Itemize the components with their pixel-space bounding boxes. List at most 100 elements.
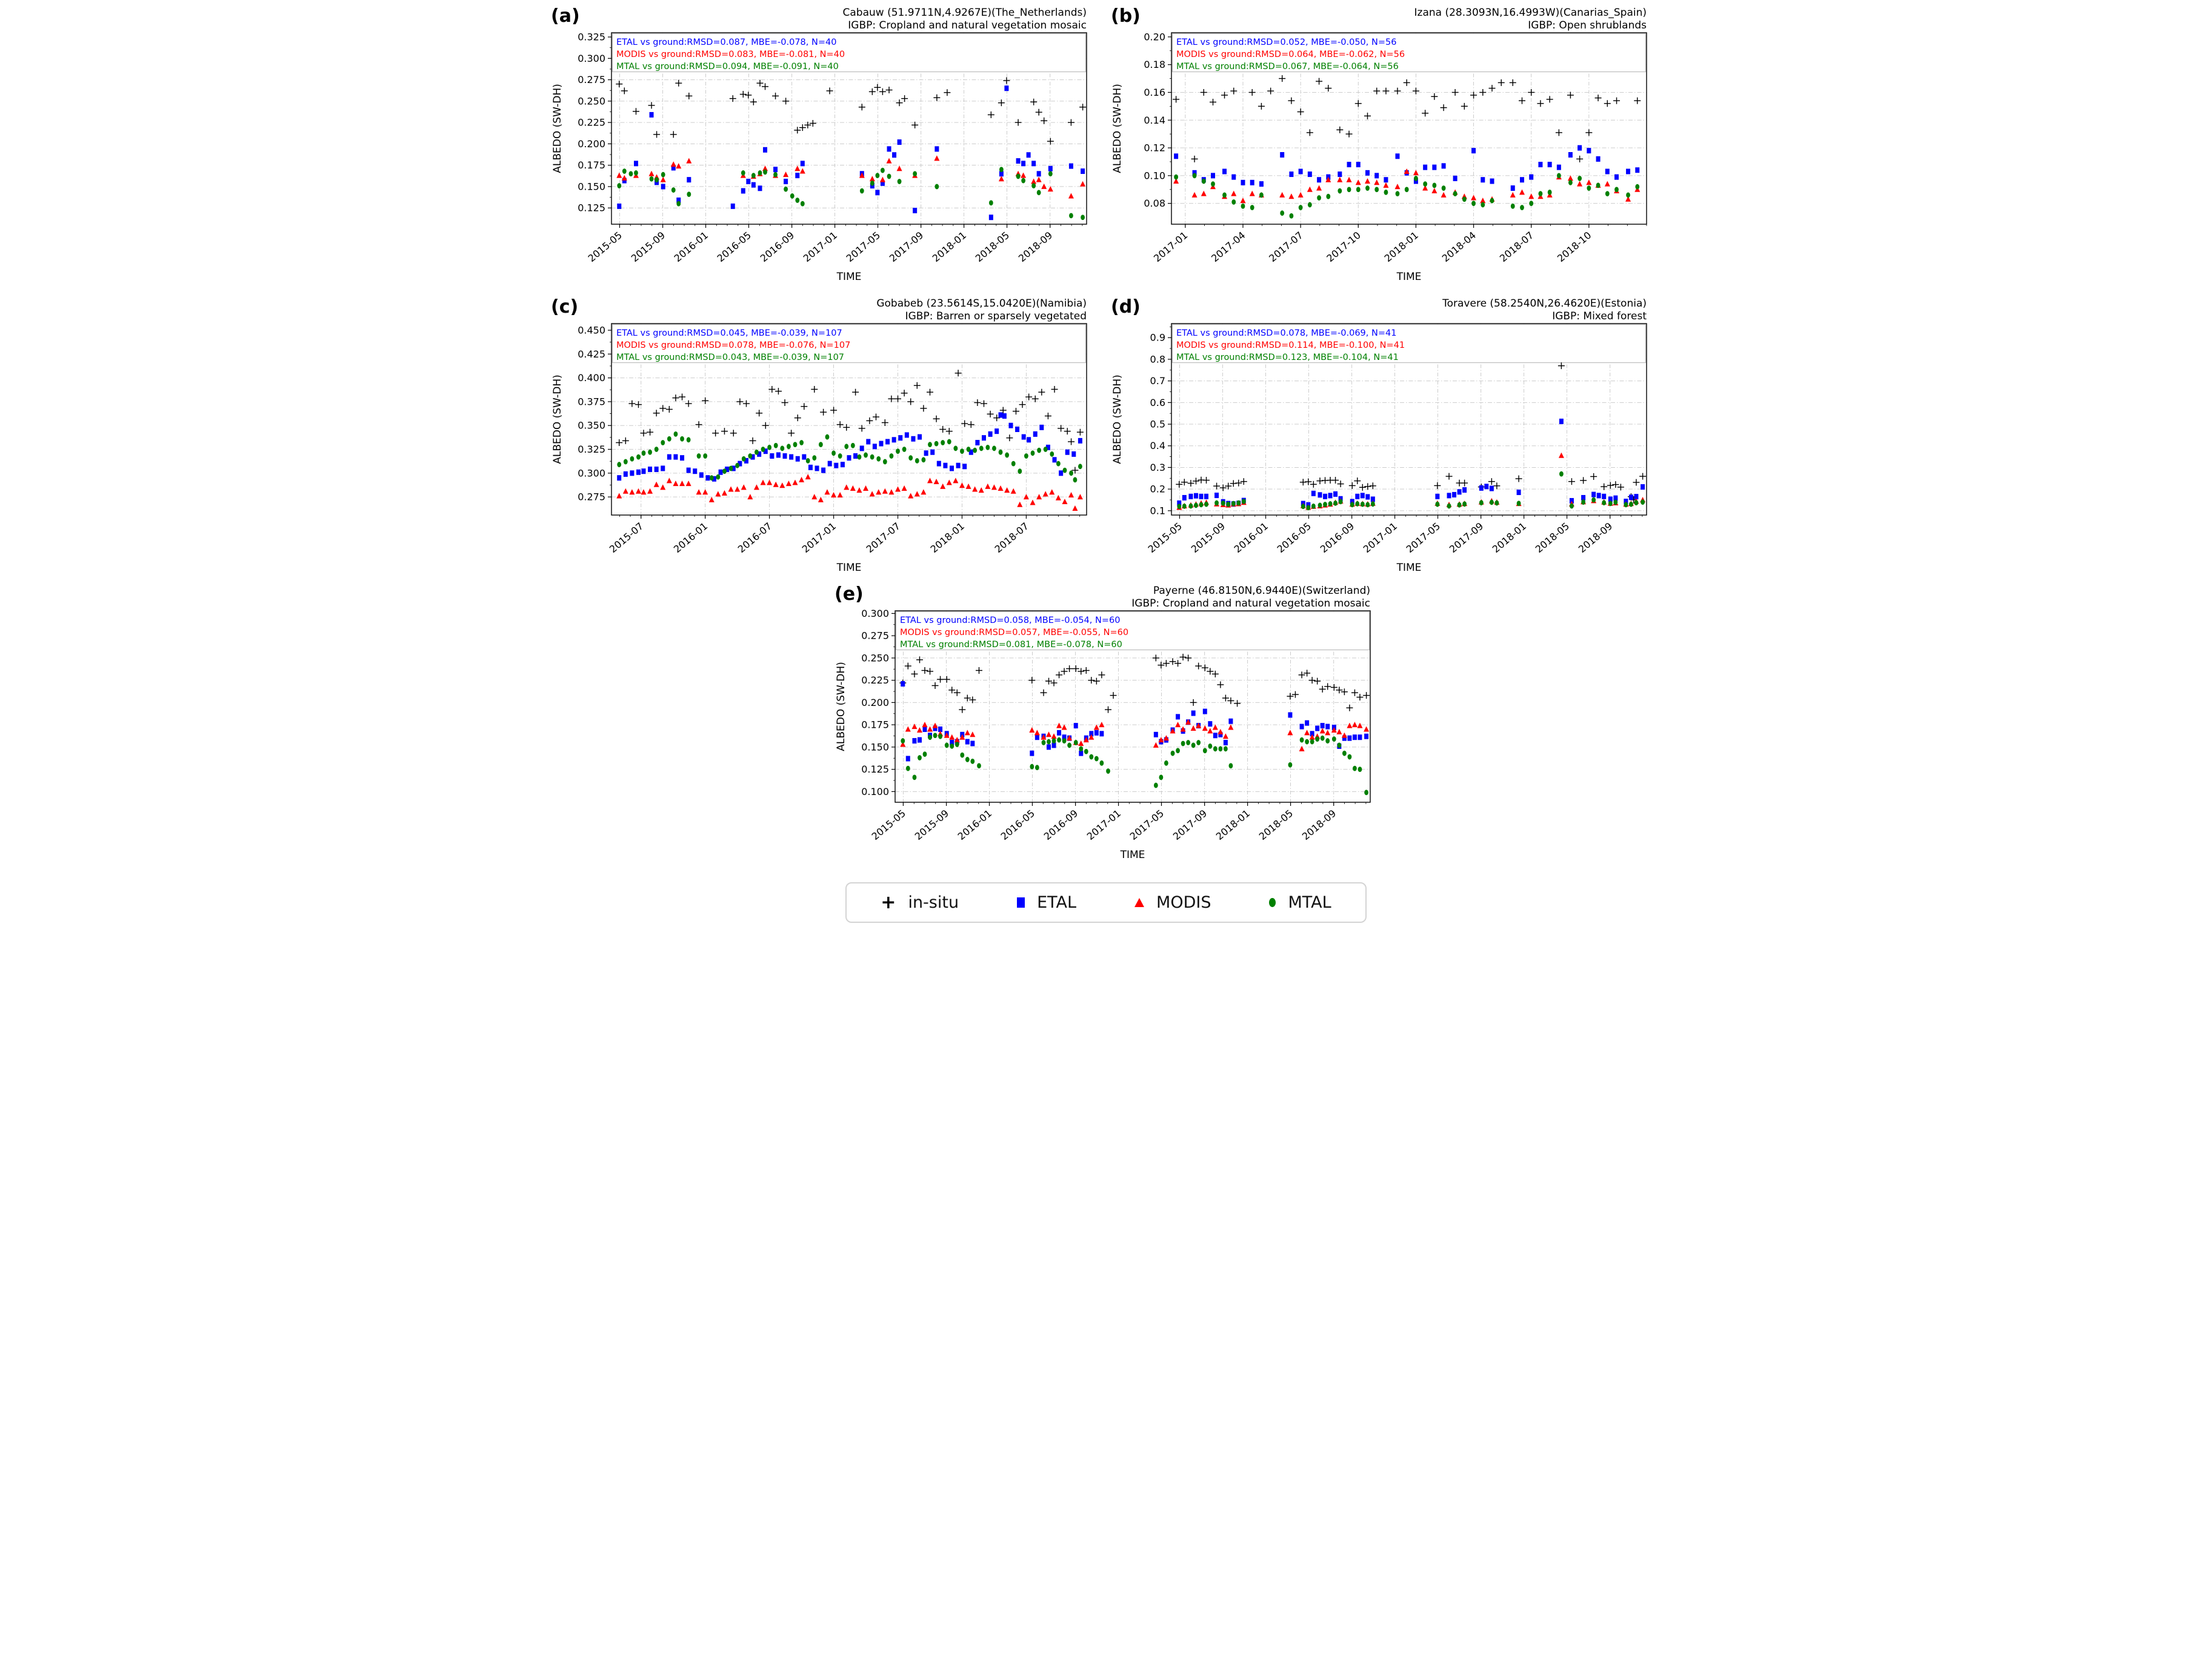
x-axis-label: TIME [836,562,862,574]
svg-text:0.350: 0.350 [578,420,605,431]
series-in-situ [899,653,1370,713]
svg-text:0.275: 0.275 [861,630,889,642]
tick-marks [608,36,1083,228]
svg-text:0.150: 0.150 [861,741,889,753]
panel-title-line1: Payerne (46.8150N,6.9440E)(Switzerland) [1153,585,1370,597]
svg-text:0.10: 0.10 [1144,170,1165,181]
stats-line: MODIS vs ground:RMSD=0.064, MBE=-0.062, … [1176,50,1405,59]
svg-text:0.125: 0.125 [578,202,605,214]
gridlines [894,611,1370,802]
axes-frame [611,323,1087,516]
axes-frame [1171,323,1647,516]
legend-row: + in-situ ETAL MODIS MTAL [548,882,1664,923]
tick-marks [891,613,1366,806]
tick-marks [1168,36,1647,228]
panel-title-line1: Cabauw (51.9711N,4.9267E)(The_Netherland… [843,7,1087,19]
svg-text:0.4: 0.4 [1150,440,1165,451]
etal-square-icon [1017,897,1025,908]
insitu-plus-icon: + [881,891,896,913]
svg-text:0.8: 0.8 [1150,353,1165,365]
svg-text:0.18: 0.18 [1144,59,1165,70]
y-axis-label: ALBEDO (SW-DH) [1111,374,1124,464]
axes-frame [611,32,1087,225]
x-axis-label: TIME [1396,271,1422,283]
series-MTAL [900,733,1368,796]
svg-text:0.12: 0.12 [1144,142,1165,154]
gridlines [1171,33,1647,224]
legend-label-insitu: in-situ [908,893,959,912]
panel-b: 0.08 0.10 0.12 0.14 0.16 0.18 0.20 2017-01 2017-… [1108,4,1657,293]
panel-letter: (d) [1111,296,1141,318]
panel-e: 0.100 0.125 0.150 0.175 0.200 0.225 0.250 0.275… [831,582,1381,871]
stats-line: ETAL vs ground:RMSD=0.052, MBE=-0.050, N… [1176,38,1396,47]
panel-d: 0.1 0.2 0.3 0.4 0.5 0.6 0.7 0.8 0.9 2015-05 2015-0… [1108,294,1657,584]
panel-title-line2: IGBP: Barren or sparsely vegetated [905,310,1087,322]
series-MODIS [616,474,1083,511]
svg-text:0.175: 0.175 [861,719,889,731]
svg-text:0.2: 0.2 [1150,484,1165,495]
svg-text:0.275: 0.275 [578,74,605,85]
panel-letter: (c) [551,296,578,318]
stats-line: MODIS vs ground:RMSD=0.114, MBE=-0.100, … [1176,341,1405,350]
chart-gobabeb: 0.275 0.300 0.325 0.350 0.375 0.400 0.425 0.450… [548,294,1097,584]
series-in-situ [616,77,1087,145]
svg-text:0.300: 0.300 [861,608,889,619]
panel-title-line2: IGBP: Mixed forest [1552,310,1647,322]
panel-letter: (e) [834,584,864,605]
stats-line: MTAL vs ground:RMSD=0.043, MBE=-0.039, N… [616,353,844,362]
panel-title-line1: Izana (28.3093N,16.4993W)(Canarias_Spain… [1414,7,1647,19]
axes-frame [1171,32,1647,225]
svg-text:0.425: 0.425 [578,348,605,360]
svg-text:0.16: 0.16 [1144,87,1165,98]
svg-text:0.300: 0.300 [578,467,605,479]
modis-triangle-icon [1134,898,1145,907]
tick-marks [608,330,1081,519]
y-axis-label: ALBEDO (SW-DH) [1111,84,1124,173]
svg-text:0.300: 0.300 [578,53,605,64]
stats-box [1171,324,1647,364]
svg-text:0.200: 0.200 [861,697,889,708]
panel-c: 0.275 0.300 0.325 0.350 0.375 0.400 0.425 0.450… [548,294,1097,584]
legend-item-insitu: + in-situ [881,893,959,912]
panel-letter: (a) [551,5,580,27]
stats-line: MODIS vs ground:RMSD=0.083, MBE=-0.081, … [616,50,845,59]
svg-text:0.6: 0.6 [1150,397,1165,408]
svg-text:0.5: 0.5 [1150,419,1165,430]
svg-text:0.150: 0.150 [578,181,605,192]
stats-box [895,611,1370,651]
x-axis-label: TIME [1396,562,1422,574]
svg-text:0.200: 0.200 [578,138,605,150]
legend-label-mtal: MTAL [1288,893,1331,912]
stats-line: MTAL vs ground:RMSD=0.081, MBE=-0.078, N… [900,640,1122,650]
stats-line: ETAL vs ground:RMSD=0.058, MBE=-0.054, N… [900,616,1120,625]
svg-text:0.225: 0.225 [861,674,889,686]
svg-text:0.400: 0.400 [578,372,605,384]
stats-line: ETAL vs ground:RMSD=0.078, MBE=-0.069, N… [1176,328,1396,338]
stats-line: MODIS vs ground:RMSD=0.057, MBE=-0.055, … [900,628,1128,637]
svg-text:0.100: 0.100 [861,786,889,797]
axes-frame [894,610,1371,803]
series-MTAL [617,431,1082,483]
svg-text:0.275: 0.275 [578,491,605,503]
tick-marks [1168,326,1643,519]
svg-text:0.450: 0.450 [578,325,605,336]
svg-text:0.1: 0.1 [1150,505,1165,516]
panel-title-line1: Toravere (58.2540N,26.4620E)(Estonia) [1442,298,1647,310]
panel-letter: (b) [1111,5,1141,27]
series-MTAL [1177,471,1645,511]
chart-cabauw: 0.125 0.150 0.175 0.200 0.225 0.250 0.275 0.300… [548,4,1097,293]
y-axis-label: ALBEDO (SW-DH) [551,84,564,173]
svg-text:0.125: 0.125 [861,763,889,775]
panel-title-line2: IGBP: Cropland and natural vegetation mo… [848,19,1087,32]
panel-grid: 0.125 0.150 0.175 0.200 0.225 0.250 0.275 0.300… [548,4,1664,584]
x-axis-label: TIME [1119,849,1145,861]
legend-label-modis: MODIS [1156,893,1211,912]
panel-title-line2: IGBP: Open shrublands [1528,19,1647,32]
albedo-validation-figure: 0.125 0.150 0.175 0.200 0.225 0.250 0.275 0.300… [548,0,1664,941]
stats-line: MTAL vs ground:RMSD=0.067, MBE=-0.064, N… [1176,62,1399,72]
panel-title-line1: Gobabeb (23.5614S,15.0420E)(Namibia) [876,298,1087,310]
svg-text:0.250: 0.250 [861,652,889,664]
stats-line: ETAL vs ground:RMSD=0.045, MBE=-0.039, N… [616,328,842,338]
stats-box [1171,33,1647,73]
